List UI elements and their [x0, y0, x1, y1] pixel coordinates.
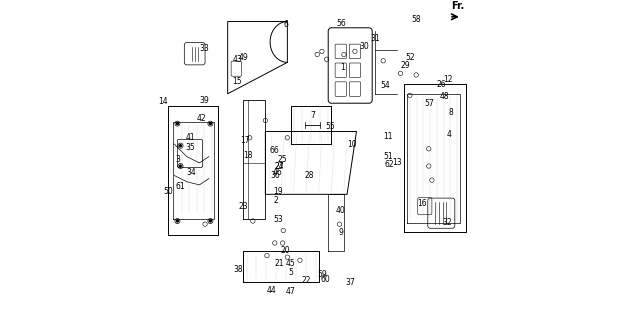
Text: 15: 15 [232, 77, 242, 86]
Text: 8: 8 [448, 108, 453, 117]
Text: 45: 45 [286, 259, 296, 268]
Circle shape [209, 220, 211, 222]
Text: 32: 32 [442, 218, 452, 227]
Text: 42: 42 [196, 115, 206, 124]
Text: 25: 25 [278, 155, 288, 164]
Text: 44: 44 [267, 286, 276, 295]
Text: Fr.: Fr. [451, 1, 464, 11]
Text: 10: 10 [347, 140, 357, 148]
Text: 19: 19 [273, 187, 282, 196]
Text: 26: 26 [436, 80, 446, 89]
Text: 54: 54 [380, 81, 389, 91]
Text: 37: 37 [346, 278, 355, 287]
Text: 21: 21 [275, 259, 284, 268]
Text: 57: 57 [424, 99, 434, 108]
Text: 41: 41 [185, 133, 195, 142]
Text: 28: 28 [304, 171, 314, 180]
Text: 61: 61 [176, 182, 186, 191]
Text: 50: 50 [163, 187, 173, 196]
Text: 23: 23 [239, 202, 248, 212]
Text: 20: 20 [281, 246, 291, 255]
Text: 49: 49 [239, 53, 248, 62]
Text: 4: 4 [447, 130, 452, 139]
Text: 56: 56 [336, 19, 346, 28]
Text: 34: 34 [187, 168, 196, 177]
Text: 52: 52 [405, 53, 415, 62]
Text: 14: 14 [159, 97, 168, 106]
Text: 39: 39 [199, 96, 209, 105]
Text: 38: 38 [234, 265, 244, 274]
Text: 36: 36 [270, 171, 279, 180]
Text: 58: 58 [411, 15, 421, 24]
Text: 17: 17 [240, 136, 250, 145]
Text: 11: 11 [383, 132, 392, 141]
Text: 59: 59 [317, 270, 327, 279]
Text: 18: 18 [243, 150, 253, 160]
Text: 53: 53 [273, 215, 283, 224]
Text: 12: 12 [443, 75, 452, 84]
Text: 48: 48 [439, 92, 449, 101]
Circle shape [176, 123, 178, 124]
Circle shape [176, 220, 178, 222]
Text: 46: 46 [272, 168, 282, 177]
Circle shape [179, 145, 181, 147]
Text: 35: 35 [185, 143, 195, 152]
Text: 31: 31 [371, 34, 380, 43]
Text: 27: 27 [275, 162, 284, 171]
Text: 33: 33 [199, 44, 209, 53]
Text: 60: 60 [320, 275, 330, 284]
Text: 43: 43 [232, 55, 242, 64]
Text: 40: 40 [336, 205, 346, 214]
Text: 2: 2 [274, 196, 279, 205]
Text: 24: 24 [275, 162, 284, 171]
Text: 6: 6 [283, 20, 288, 29]
Text: 16: 16 [418, 199, 428, 208]
Text: 1: 1 [340, 63, 345, 72]
Text: 30: 30 [359, 42, 369, 51]
Text: 66: 66 [269, 146, 279, 155]
Text: 22: 22 [301, 276, 311, 285]
Text: 62: 62 [384, 160, 394, 169]
Circle shape [179, 165, 181, 167]
Text: 29: 29 [401, 61, 410, 70]
Text: 47: 47 [286, 287, 296, 296]
Text: 9: 9 [338, 228, 343, 236]
Text: 7: 7 [310, 111, 315, 120]
Text: 3: 3 [175, 155, 180, 164]
Circle shape [209, 123, 211, 124]
Text: 5: 5 [288, 268, 293, 277]
Text: 55: 55 [325, 122, 334, 131]
Text: 13: 13 [392, 158, 402, 167]
Text: 51: 51 [383, 152, 392, 161]
